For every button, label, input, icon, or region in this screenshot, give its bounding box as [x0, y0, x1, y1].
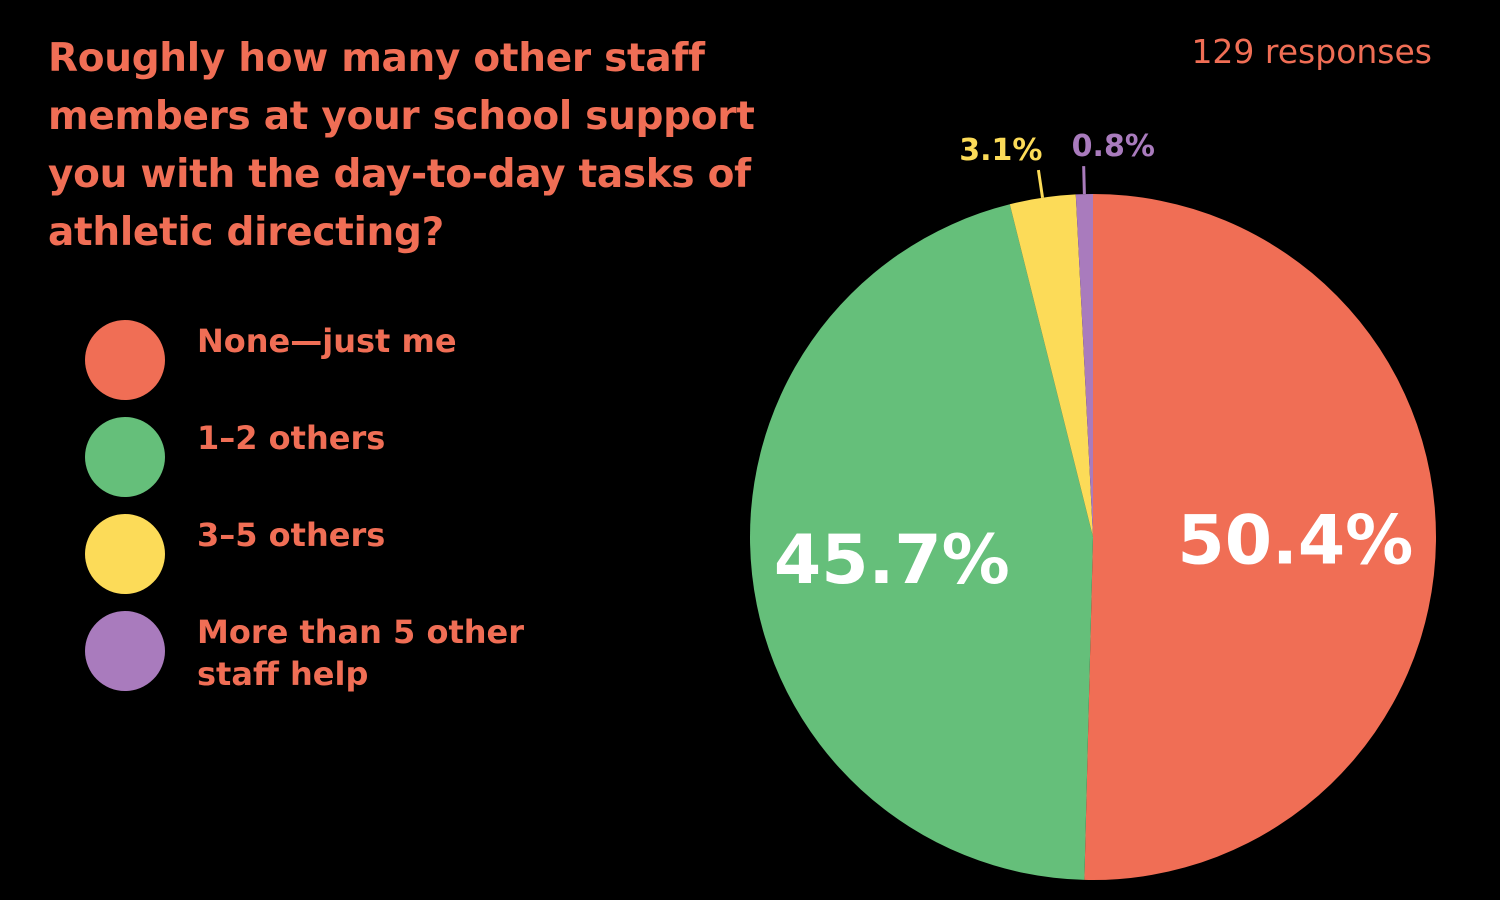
- pie-slice-more-than-5: [1075, 194, 1093, 537]
- pie-slice-3-5-others: [1009, 194, 1093, 537]
- legend-item-1-2-others: 1–2 others: [85, 417, 605, 497]
- legend-swatch-more-than-5: [85, 611, 165, 691]
- legend-item-none-just-me: None—just me: [85, 320, 605, 400]
- value-label-more-than-5: 0.8%: [1072, 129, 1155, 164]
- legend: None—just me 1–2 others 3–5 others More …: [85, 320, 605, 708]
- chart-title: Roughly how many other staff members at …: [48, 36, 755, 255]
- pie-slice-none-just-me: [1084, 194, 1437, 881]
- pie-slice-1-2-others: [750, 204, 1093, 880]
- legend-swatch-none-just-me: [85, 320, 165, 400]
- leader-line-more-than-5: [1082, 166, 1086, 195]
- leader-line-3-5-others: [1036, 169, 1045, 198]
- legend-label-none-just-me: None—just me: [197, 322, 457, 360]
- legend-label-1-2-others: 1–2 others: [197, 419, 386, 457]
- legend-swatch-1-2-others: [85, 417, 165, 497]
- value-label-3-5-others: 3.1%: [959, 133, 1042, 168]
- legend-item-more-than-5: More than 5 other staff help: [85, 611, 605, 693]
- value-label-none-just-me: 50.4%: [1177, 502, 1413, 581]
- legend-swatch-3-5-others: [85, 514, 165, 594]
- response-count: 129 responses: [1191, 32, 1432, 71]
- legend-label-more-than-5: More than 5 other staff help: [197, 613, 524, 693]
- legend-item-3-5-others: 3–5 others: [85, 514, 605, 594]
- value-label-1-2-others: 45.7%: [774, 521, 1010, 600]
- legend-label-3-5-others: 3–5 others: [197, 516, 386, 554]
